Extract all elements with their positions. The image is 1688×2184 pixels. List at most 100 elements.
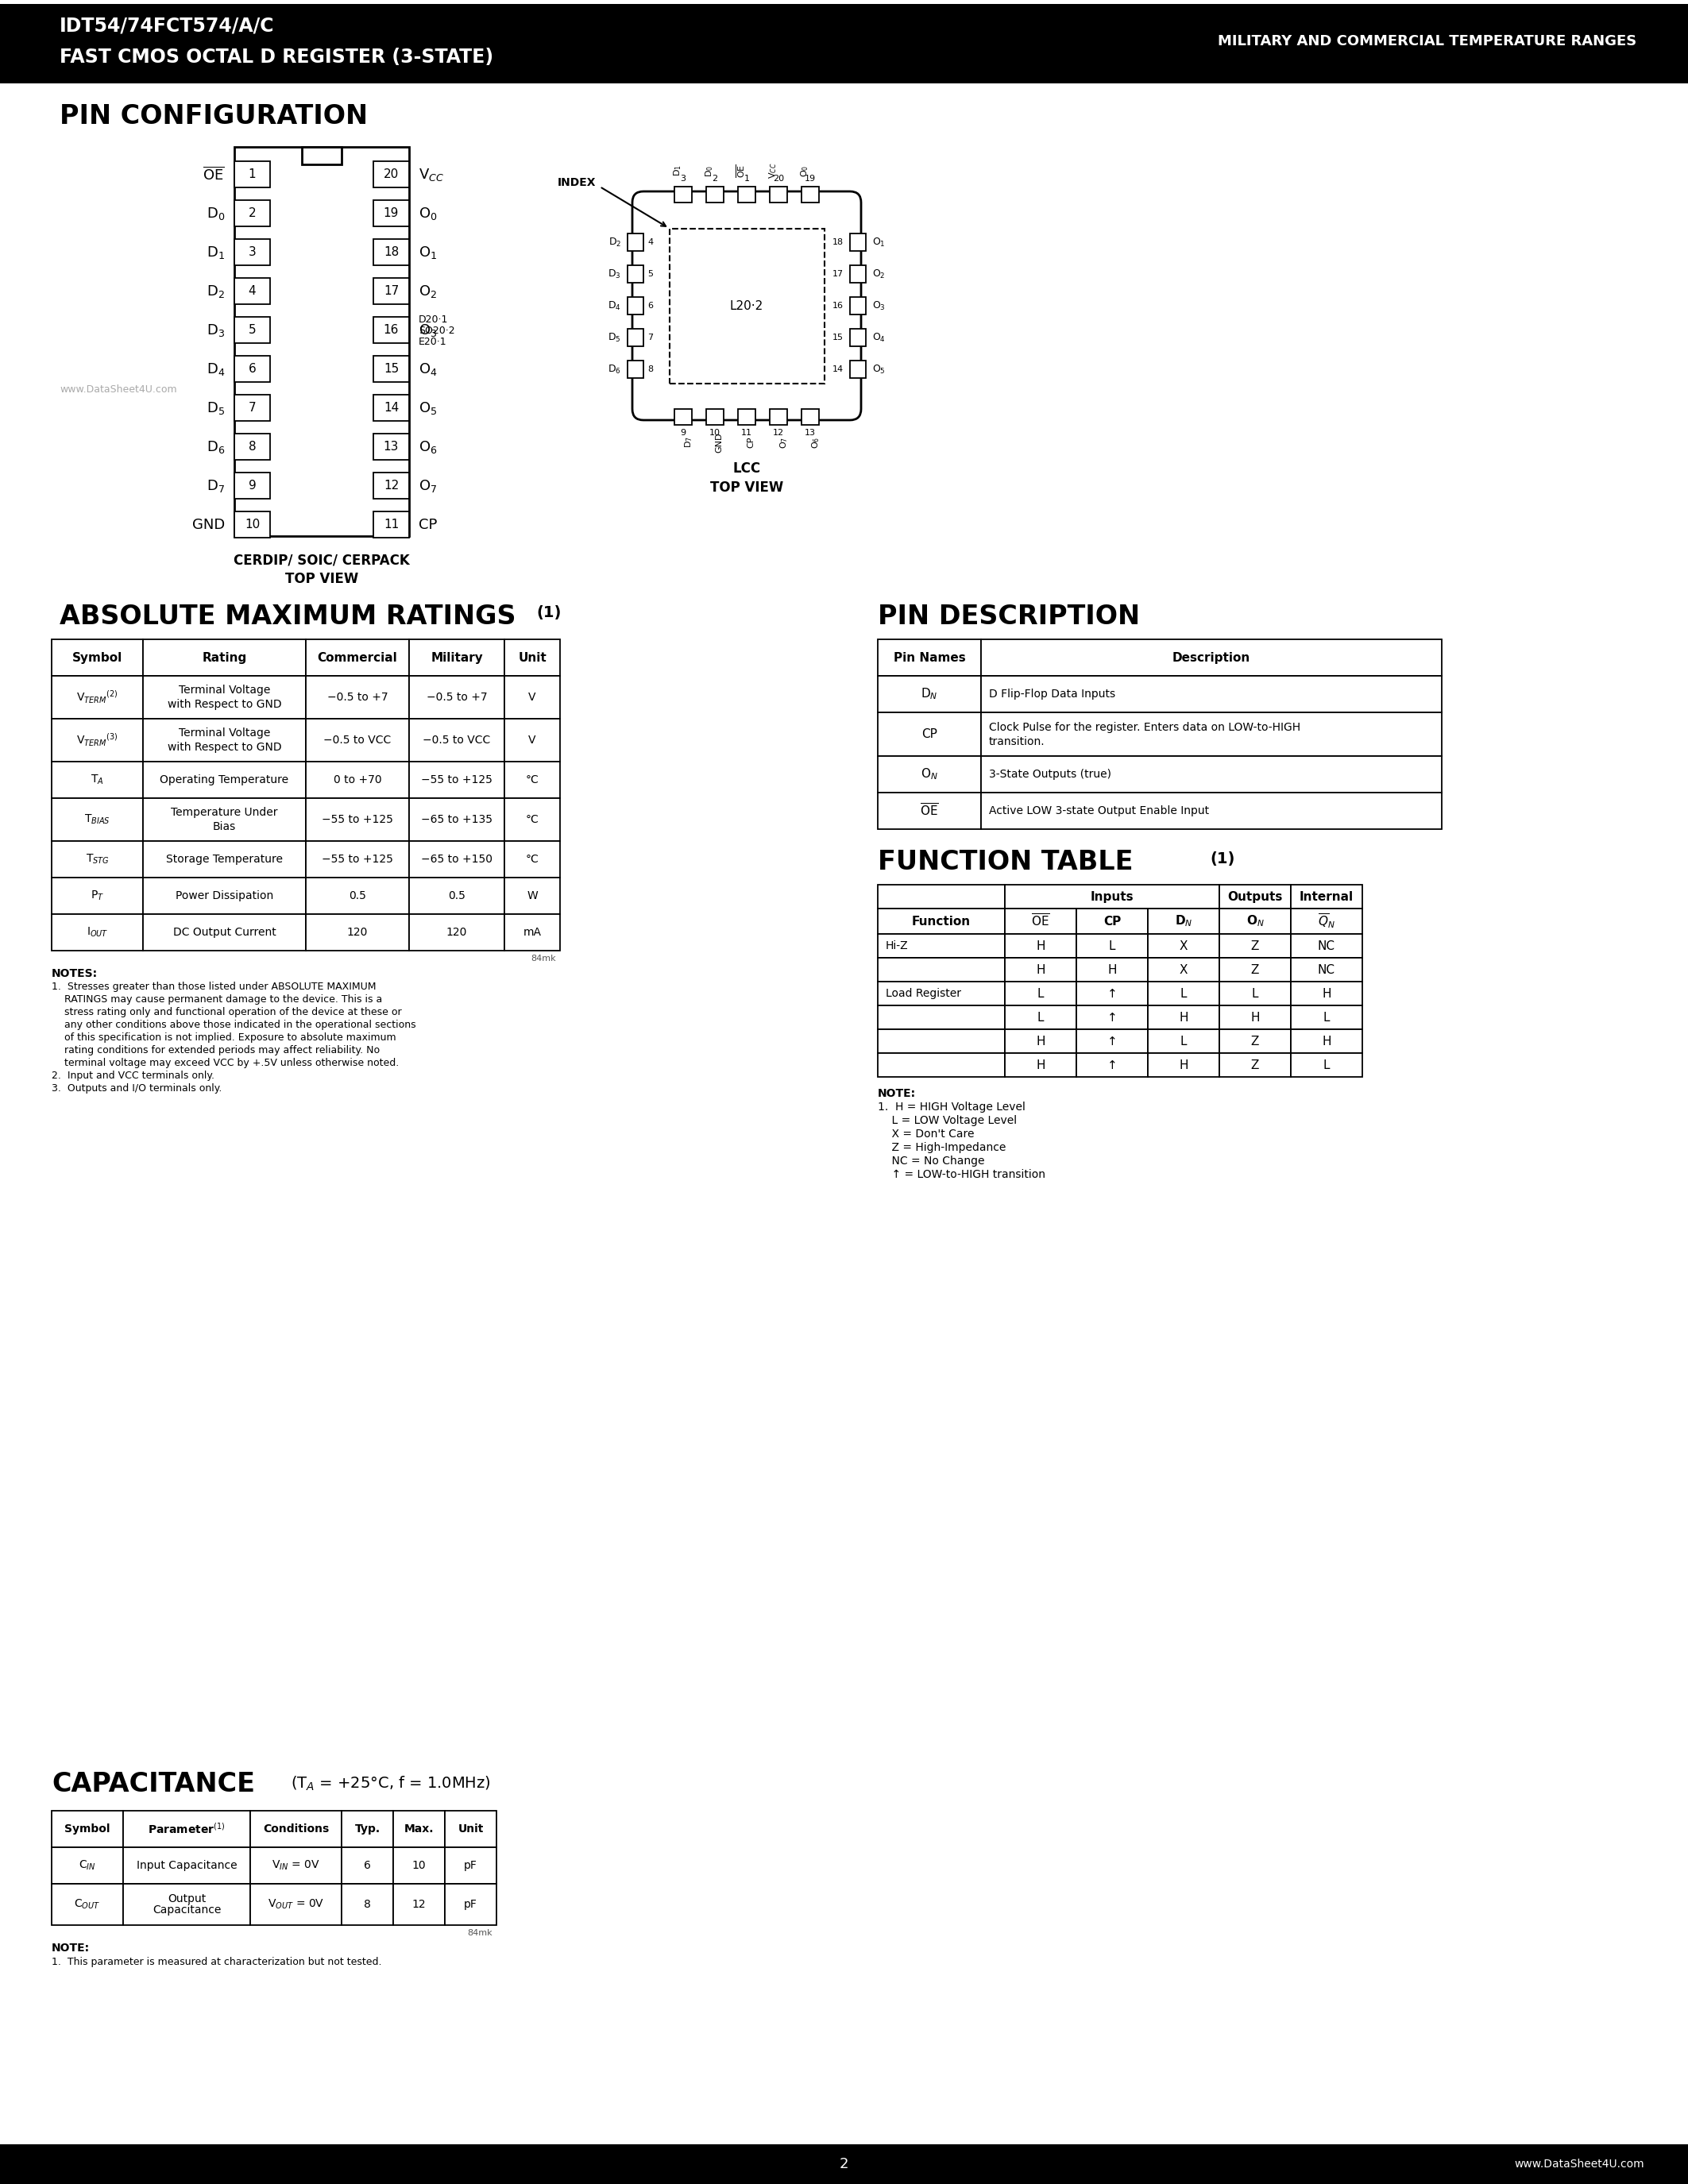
Bar	[143, 675, 306, 719]
Text: C$_{OUT}$: C$_{OUT}$	[74, 1898, 101, 1911]
Bar	[505, 762, 560, 797]
Text: D$_6$: D$_6$	[608, 363, 621, 376]
Bar	[393, 1885, 446, 1924]
FancyBboxPatch shape	[633, 192, 861, 419]
Bar	[373, 511, 408, 537]
Text: CERDIP/ SOIC/ CERPACK: CERDIP/ SOIC/ CERPACK	[233, 553, 410, 568]
Text: 4: 4	[248, 286, 257, 297]
Text: TOP VIEW: TOP VIEW	[711, 480, 783, 496]
Text: X: X	[1180, 963, 1188, 976]
Bar	[306, 797, 408, 841]
Bar	[373, 395, 408, 422]
Bar	[306, 675, 408, 719]
Text: L20·2: L20·2	[729, 299, 763, 312]
Bar	[1291, 1005, 1362, 1029]
Text: 0.5: 0.5	[447, 891, 466, 902]
Text: D$_2$: D$_2$	[206, 284, 225, 299]
Text: 16: 16	[832, 301, 844, 310]
Text: D$_N$: D$_N$	[1175, 913, 1192, 928]
Bar	[1291, 1053, 1362, 1077]
Text: NOTE:: NOTE:	[52, 1942, 89, 1955]
Text: Symbol: Symbol	[73, 651, 123, 664]
Bar	[770, 408, 787, 426]
Bar	[770, 186, 787, 203]
Bar	[505, 675, 560, 719]
Text: D$_4$: D$_4$	[608, 299, 621, 312]
Bar	[675, 408, 692, 426]
Text: 16: 16	[383, 323, 398, 336]
Text: FUNCTION TABLE: FUNCTION TABLE	[878, 850, 1133, 876]
Text: Parameter$^{(1)}$: Parameter$^{(1)}$	[149, 1821, 226, 1837]
Text: Bias: Bias	[213, 821, 236, 832]
Text: 2: 2	[839, 2158, 847, 2171]
Text: 8: 8	[648, 365, 653, 373]
Bar	[878, 756, 981, 793]
Bar	[52, 915, 143, 950]
Bar	[235, 472, 270, 498]
Bar	[446, 1848, 496, 1885]
Text: Description: Description	[1173, 651, 1251, 664]
Text: 5: 5	[248, 323, 257, 336]
Bar	[628, 297, 643, 314]
Text: DC Output Current: DC Output Current	[172, 926, 275, 937]
Text: X = Don't Care: X = Don't Care	[878, 1129, 974, 1140]
Text: Internal: Internal	[1300, 891, 1354, 902]
Bar	[1077, 1053, 1148, 1077]
Bar	[1077, 981, 1148, 1005]
Bar	[1004, 909, 1077, 935]
Bar	[878, 1053, 1004, 1077]
Bar	[675, 186, 692, 203]
Text: ↑: ↑	[1107, 1059, 1117, 1070]
Bar	[306, 841, 408, 878]
Bar	[1219, 909, 1291, 935]
Text: Function: Function	[912, 915, 971, 928]
Text: O$_2$: O$_2$	[873, 269, 886, 280]
Bar	[1148, 1005, 1219, 1029]
Text: LCC: LCC	[733, 461, 761, 476]
Text: 14: 14	[383, 402, 398, 413]
Text: V: V	[528, 692, 537, 703]
Text: Power Dissipation: Power Dissipation	[176, 891, 273, 902]
Text: O$_6$: O$_6$	[419, 439, 437, 454]
Text: Z: Z	[1251, 963, 1259, 976]
Text: O$_6$: O$_6$	[810, 437, 820, 448]
Bar	[373, 356, 408, 382]
Text: D$_3$: D$_3$	[206, 321, 225, 339]
Text: ↑: ↑	[1107, 1011, 1117, 1024]
Text: X: X	[1180, 939, 1188, 952]
Text: MILITARY AND COMMERCIAL TEMPERATURE RANGES: MILITARY AND COMMERCIAL TEMPERATURE RANG…	[1217, 35, 1636, 48]
Bar	[306, 719, 408, 762]
Bar	[373, 472, 408, 498]
Bar	[373, 277, 408, 304]
Text: L: L	[1036, 1011, 1043, 1024]
Text: Input Capacitance: Input Capacitance	[137, 1861, 236, 1872]
Text: Storage Temperature: Storage Temperature	[165, 854, 284, 865]
Text: V$_{TERM}$$^{(3)}$: V$_{TERM}$$^{(3)}$	[76, 732, 118, 749]
Bar	[505, 878, 560, 915]
Bar	[1291, 909, 1362, 935]
Bar	[851, 264, 866, 282]
Bar	[505, 797, 560, 841]
Text: Clock Pulse for the register. Enters data on LOW-to-HIGH: Clock Pulse for the register. Enters dat…	[989, 721, 1300, 732]
Bar	[408, 915, 505, 950]
Bar	[1077, 959, 1148, 981]
Text: CP: CP	[746, 437, 755, 448]
Text: °C: °C	[525, 775, 538, 786]
Text: 3: 3	[248, 247, 257, 258]
Bar	[235, 395, 270, 422]
Bar	[1219, 885, 1291, 909]
Text: 2.  Input and VCC terminals only.: 2. Input and VCC terminals only.	[52, 1070, 214, 1081]
Text: L: L	[1252, 987, 1259, 1000]
Text: D$_0$: D$_0$	[704, 164, 716, 177]
Bar	[0, 4, 1688, 83]
Text: Terminal Voltage: Terminal Voltage	[179, 684, 270, 697]
Bar	[878, 1005, 1004, 1029]
Text: Z = High-Impedance: Z = High-Impedance	[878, 1142, 1006, 1153]
Text: Outputs: Outputs	[1227, 891, 1283, 902]
Text: of this specification is not implied. Exposure to absolute maximum: of this specification is not implied. Ex…	[52, 1033, 397, 1042]
Bar	[235, 277, 270, 304]
Bar	[981, 793, 1442, 830]
Text: °C: °C	[525, 815, 538, 826]
Text: 7: 7	[648, 334, 653, 341]
Text: Rating: Rating	[203, 651, 246, 664]
